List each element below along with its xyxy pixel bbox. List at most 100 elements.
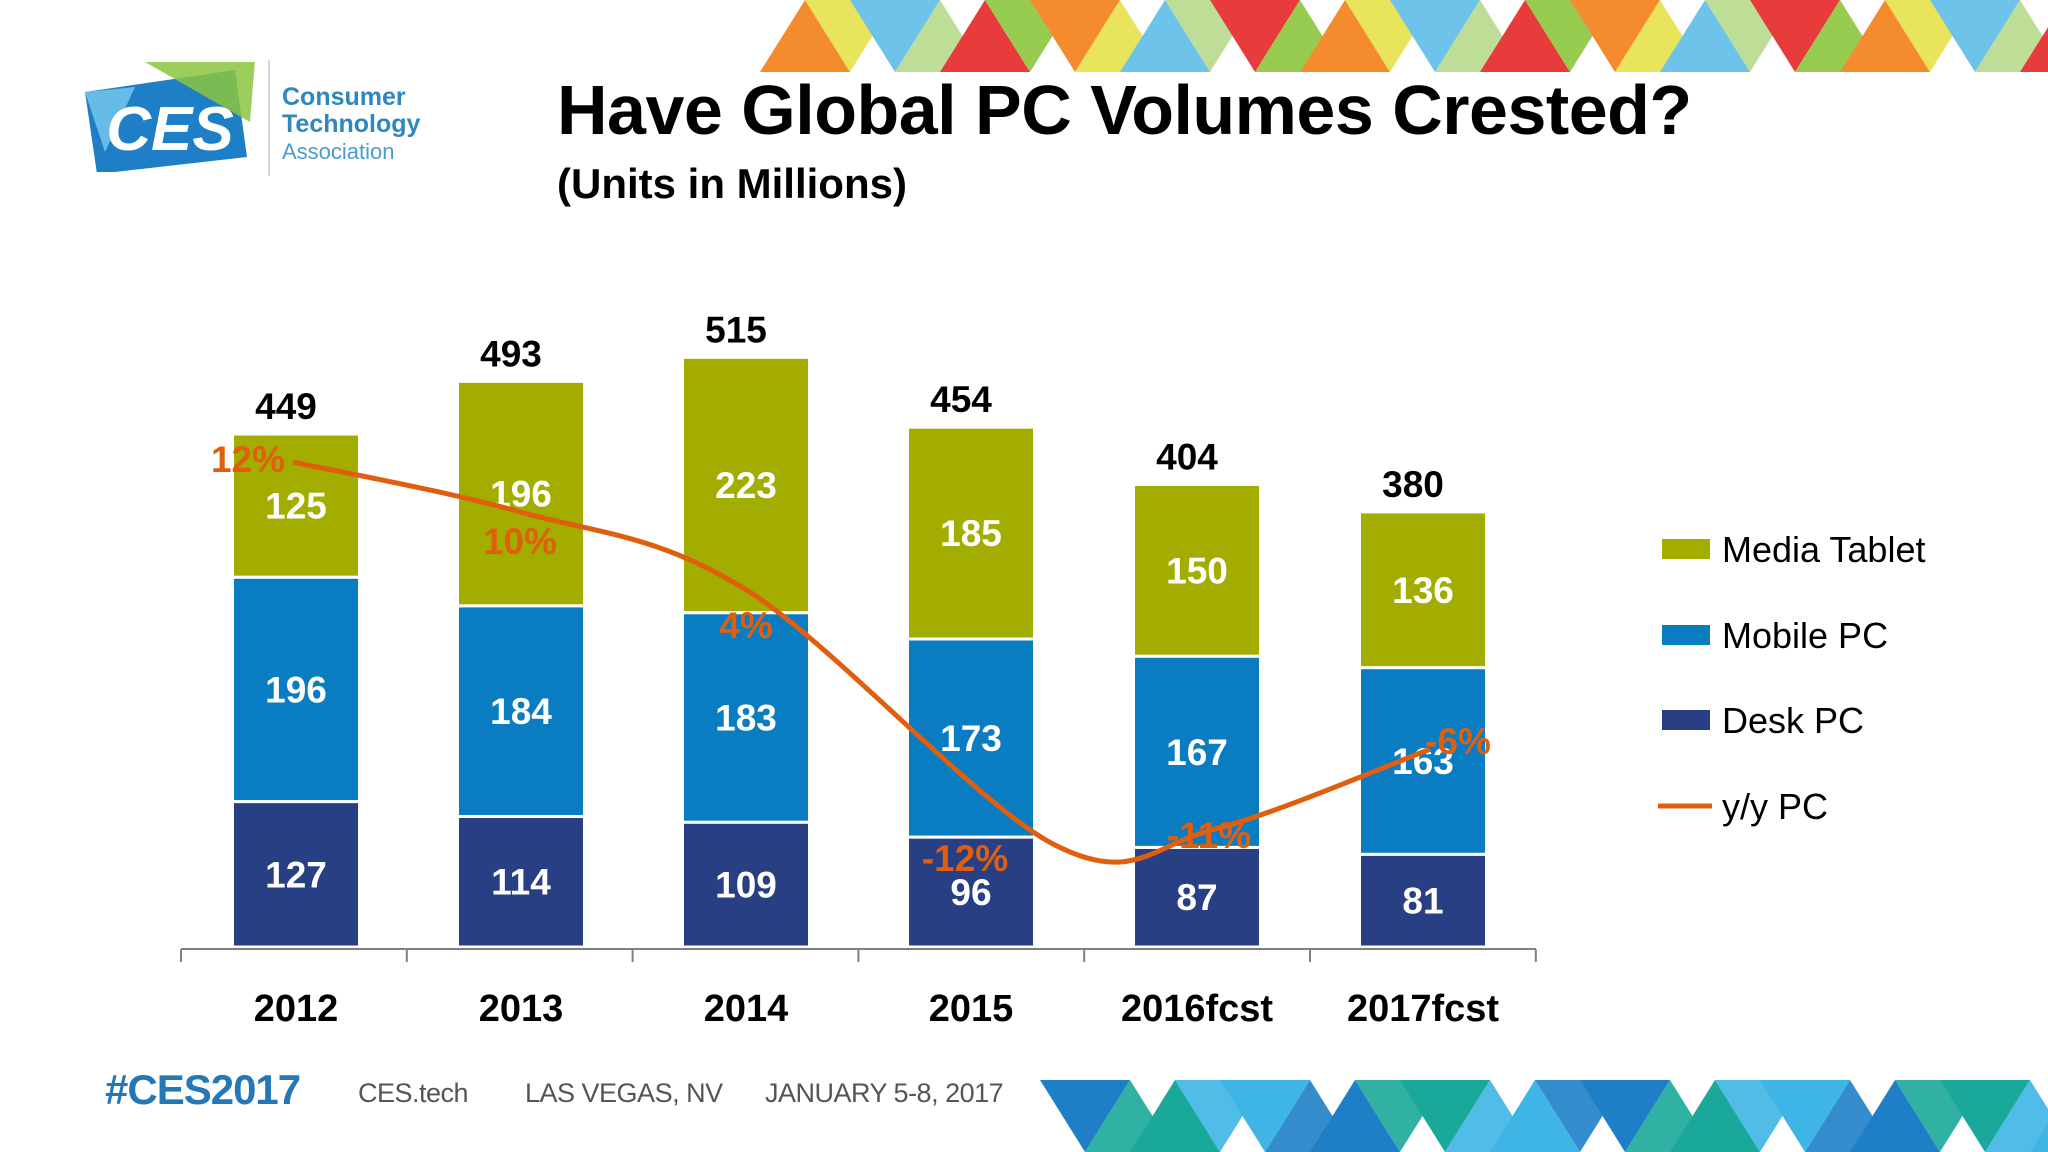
x-tick-label: 2016fcst — [1121, 988, 1273, 1030]
decor-triangle — [1850, 1080, 1940, 1152]
legend: Media Tablet Mobile PC Desk PC y/y PC — [1658, 529, 1925, 827]
decor-triangle — [1975, 0, 2048, 72]
slide-subtitle: (Units in Millions) — [557, 160, 907, 207]
ces-logo-text: CES — [106, 95, 233, 164]
data-label: 96 — [950, 872, 991, 913]
decor-triangle — [1310, 1080, 1400, 1152]
decor-triangle — [1940, 1080, 2030, 1152]
data-label: 127 — [265, 854, 327, 895]
ces-logo: CES — [85, 60, 255, 176]
yy-data-label: 10% — [483, 521, 557, 562]
total-label: 449 — [255, 386, 317, 427]
org-line-2: Technology — [282, 110, 421, 138]
footer-site: CES.tech — [358, 1078, 469, 1108]
x-tick-label: 2015 — [929, 988, 1014, 1030]
decor-triangle — [1040, 1080, 1130, 1152]
total-label: 493 — [480, 333, 542, 374]
decor-triangle — [1030, 0, 1120, 72]
decor-triangle — [1750, 0, 1840, 72]
decor-triangle — [2020, 27, 2048, 72]
legend-label: y/y PC — [1722, 786, 1828, 827]
decor-triangle — [1840, 0, 1930, 72]
decor-triangle — [940, 0, 1030, 72]
slide-title: Have Global PC Volumes Crested? — [557, 71, 1692, 149]
bars-group: 1271961254491141841964931091832235159617… — [231, 309, 1488, 949]
yy-data-label: 12% — [211, 439, 285, 480]
total-label: 515 — [705, 309, 767, 350]
data-label: 184 — [490, 691, 552, 732]
data-label: 185 — [940, 513, 1002, 554]
bar-segment-media-tablet — [231, 432, 361, 579]
data-label: 173 — [940, 718, 1002, 759]
footer-location: LAS VEGAS, NV — [525, 1078, 723, 1108]
bar-segment-media-tablet — [681, 355, 811, 615]
bar-segment-desk-pc — [681, 820, 811, 949]
decor-triangle — [1220, 1080, 1310, 1152]
data-label: 223 — [715, 465, 777, 506]
decor-triangle — [1760, 1080, 1850, 1152]
decor-triangle — [1985, 1080, 2048, 1152]
yy-data-label: -11% — [1167, 815, 1251, 856]
yy-line-group: 12% 10% 4% -12% -11% -6% — [211, 439, 1491, 879]
bar-segment-mobile-pc — [681, 611, 811, 824]
bar-segment-desk-pc — [906, 835, 1036, 949]
total-label: 380 — [1382, 464, 1444, 505]
x-tick-label: 2014 — [704, 988, 789, 1030]
bar-segment-media-tablet — [1132, 482, 1262, 658]
bar-segment-mobile-pc — [906, 637, 1036, 839]
organization-name: Consumer Technology Association — [282, 84, 420, 165]
footer: #CES2017 CES.tech LAS VEGAS, NV JANUARY … — [105, 1066, 1004, 1114]
decor-triangle — [1570, 0, 1660, 72]
data-label: 125 — [265, 486, 327, 527]
x-tick-label: 2012 — [254, 988, 339, 1030]
footer-hashtag: #CES2017 — [105, 1066, 301, 1113]
decor-triangle — [1480, 0, 1570, 72]
bar-segment-desk-pc — [231, 800, 361, 949]
x-tick-label: 2013 — [479, 988, 564, 1030]
data-label: 150 — [1166, 550, 1228, 591]
decor-triangle — [1130, 1080, 1220, 1152]
data-label: 114 — [491, 862, 551, 903]
decor-triangle — [850, 0, 940, 72]
total-label: 454 — [930, 379, 992, 420]
data-label: 87 — [1176, 877, 1217, 918]
bar-segment-mobile-pc — [1132, 654, 1262, 849]
bar-segment-mobile-pc — [456, 604, 586, 818]
yy-data-label: 4% — [719, 605, 772, 646]
legend-label: Mobile PC — [1722, 615, 1888, 656]
org-line-1: Consumer — [282, 83, 406, 111]
decor-triangle — [1580, 1080, 1670, 1152]
total-label: 404 — [1156, 436, 1218, 477]
bar-segment-media-tablet — [456, 379, 586, 608]
data-label: 167 — [1166, 732, 1228, 773]
yy-data-label: -12% — [922, 838, 1008, 879]
decor-triangle — [1670, 1080, 1760, 1152]
decor-triangle — [1120, 0, 1210, 72]
x-axis: 2012 2013 2014 2015 2016fcst 2017fcst — [180, 948, 1537, 1030]
org-line-3: Association — [282, 139, 395, 164]
x-tick-label: 2017fcst — [1347, 988, 1499, 1030]
data-label: 183 — [715, 697, 777, 738]
legend-swatch — [1662, 625, 1710, 645]
footer-dates: JANUARY 5-8, 2017 — [765, 1078, 1004, 1108]
decor-triangle — [1300, 0, 1390, 72]
decor-triangle — [1490, 1080, 1580, 1152]
yy-line — [292, 459, 1431, 865]
bar-segment-desk-pc — [1132, 845, 1262, 949]
data-label: 81 — [1402, 881, 1443, 922]
decor-triangle — [760, 0, 850, 72]
decor-triangle — [1660, 0, 1750, 72]
legend-swatch — [1662, 539, 1710, 559]
decor-triangle — [1210, 0, 1300, 72]
bar-segment-mobile-pc — [1358, 666, 1488, 856]
decor-triangle — [1390, 0, 1480, 72]
data-label: 196 — [265, 669, 327, 710]
decor-triangle — [1930, 0, 2020, 72]
data-label: 136 — [1392, 570, 1454, 611]
data-label: 109 — [715, 865, 777, 906]
logo-divider — [268, 60, 270, 176]
legend-swatch — [1662, 710, 1710, 730]
